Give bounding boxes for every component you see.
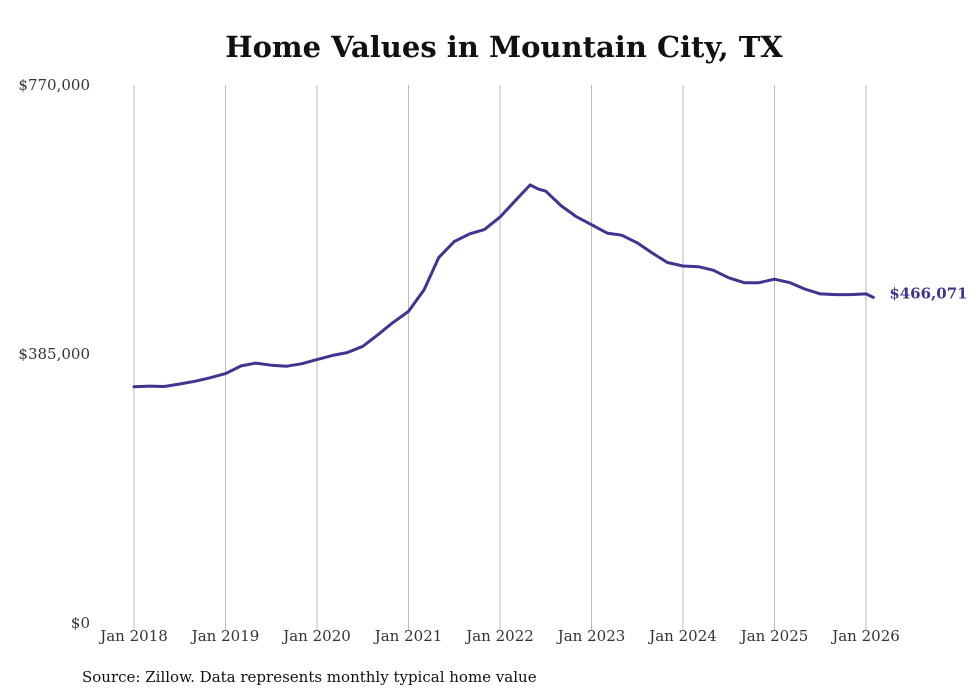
y-axis-ticks: $0 $385,000 $770,000: [18, 76, 90, 632]
y-tick-label: $770,000: [18, 76, 90, 94]
x-tick-label: Jan 2021: [373, 627, 443, 645]
data-point: [209, 377, 211, 379]
data-point: [773, 278, 775, 280]
series-layer: [132, 183, 875, 389]
gridlines: [133, 85, 867, 631]
data-point: [728, 277, 730, 279]
data-point: [849, 293, 851, 295]
data-point: [819, 293, 821, 295]
data-point: [362, 345, 364, 347]
data-point: [575, 215, 577, 217]
data-point: [636, 242, 638, 244]
x-tick-label: Jan 2020: [281, 627, 351, 645]
data-point: [469, 233, 471, 235]
x-tick-label: Jan 2025: [739, 627, 809, 645]
data-point: [453, 240, 455, 242]
data-point: [537, 188, 539, 190]
data-point: [148, 385, 150, 387]
data-point: [163, 385, 165, 387]
data-point: [133, 386, 135, 388]
y-tick-label: $0: [71, 614, 90, 632]
data-point: [529, 184, 531, 186]
data-point: [804, 288, 806, 290]
data-point: [514, 199, 516, 201]
data-point: [697, 266, 699, 268]
x-axis-ticks: Jan 2018 Jan 2019 Jan 2020 Jan 2021 Jan 2022…: [98, 627, 900, 645]
data-point: [270, 364, 272, 366]
x-tick-label: Jan 2019: [190, 627, 260, 645]
data-point: [621, 234, 623, 236]
data-point: [316, 358, 318, 360]
end-value-label: $466,071: [889, 284, 967, 302]
data-point: [872, 296, 874, 298]
data-point: [331, 354, 333, 356]
data-point: [300, 363, 302, 365]
data-point: [407, 310, 409, 312]
data-point: [652, 252, 654, 254]
data-point: [545, 190, 547, 192]
x-tick-label: Jan 2026: [830, 627, 900, 645]
data-point: [865, 293, 867, 295]
data-point: [606, 232, 608, 234]
data-point: [758, 282, 760, 284]
series-line-home-value: [132, 183, 875, 389]
data-point: [560, 205, 562, 207]
x-tick-label: Jan 2024: [647, 627, 717, 645]
data-point: [682, 265, 684, 267]
x-tick-label: Jan 2023: [556, 627, 626, 645]
data-point: [346, 351, 348, 353]
data-point: [666, 261, 668, 263]
data-point: [423, 289, 425, 291]
data-point: [377, 333, 379, 335]
data-point: [255, 362, 257, 364]
data-point: [835, 293, 837, 295]
data-point: [590, 224, 592, 226]
data-point: [179, 383, 181, 385]
data-point: [499, 216, 501, 218]
x-tick-label: Jan 2018: [98, 627, 168, 645]
x-tick-label: Jan 2022: [464, 627, 534, 645]
data-point: [240, 365, 242, 367]
data-point: [286, 365, 288, 367]
end-label-layer: $466,071: [889, 284, 967, 302]
data-point: [438, 256, 440, 258]
data-point: [789, 282, 791, 284]
chart-title: Home Values in Mountain City, TX: [225, 30, 783, 64]
data-point: [194, 380, 196, 382]
chart-source-note: Source: Zillow. Data represents monthly …: [82, 668, 537, 686]
data-point: [712, 269, 714, 271]
y-tick-label: $385,000: [18, 345, 90, 363]
data-point: [743, 282, 745, 284]
data-point: [392, 321, 394, 323]
data-point: [483, 228, 485, 230]
data-point: [224, 372, 226, 374]
